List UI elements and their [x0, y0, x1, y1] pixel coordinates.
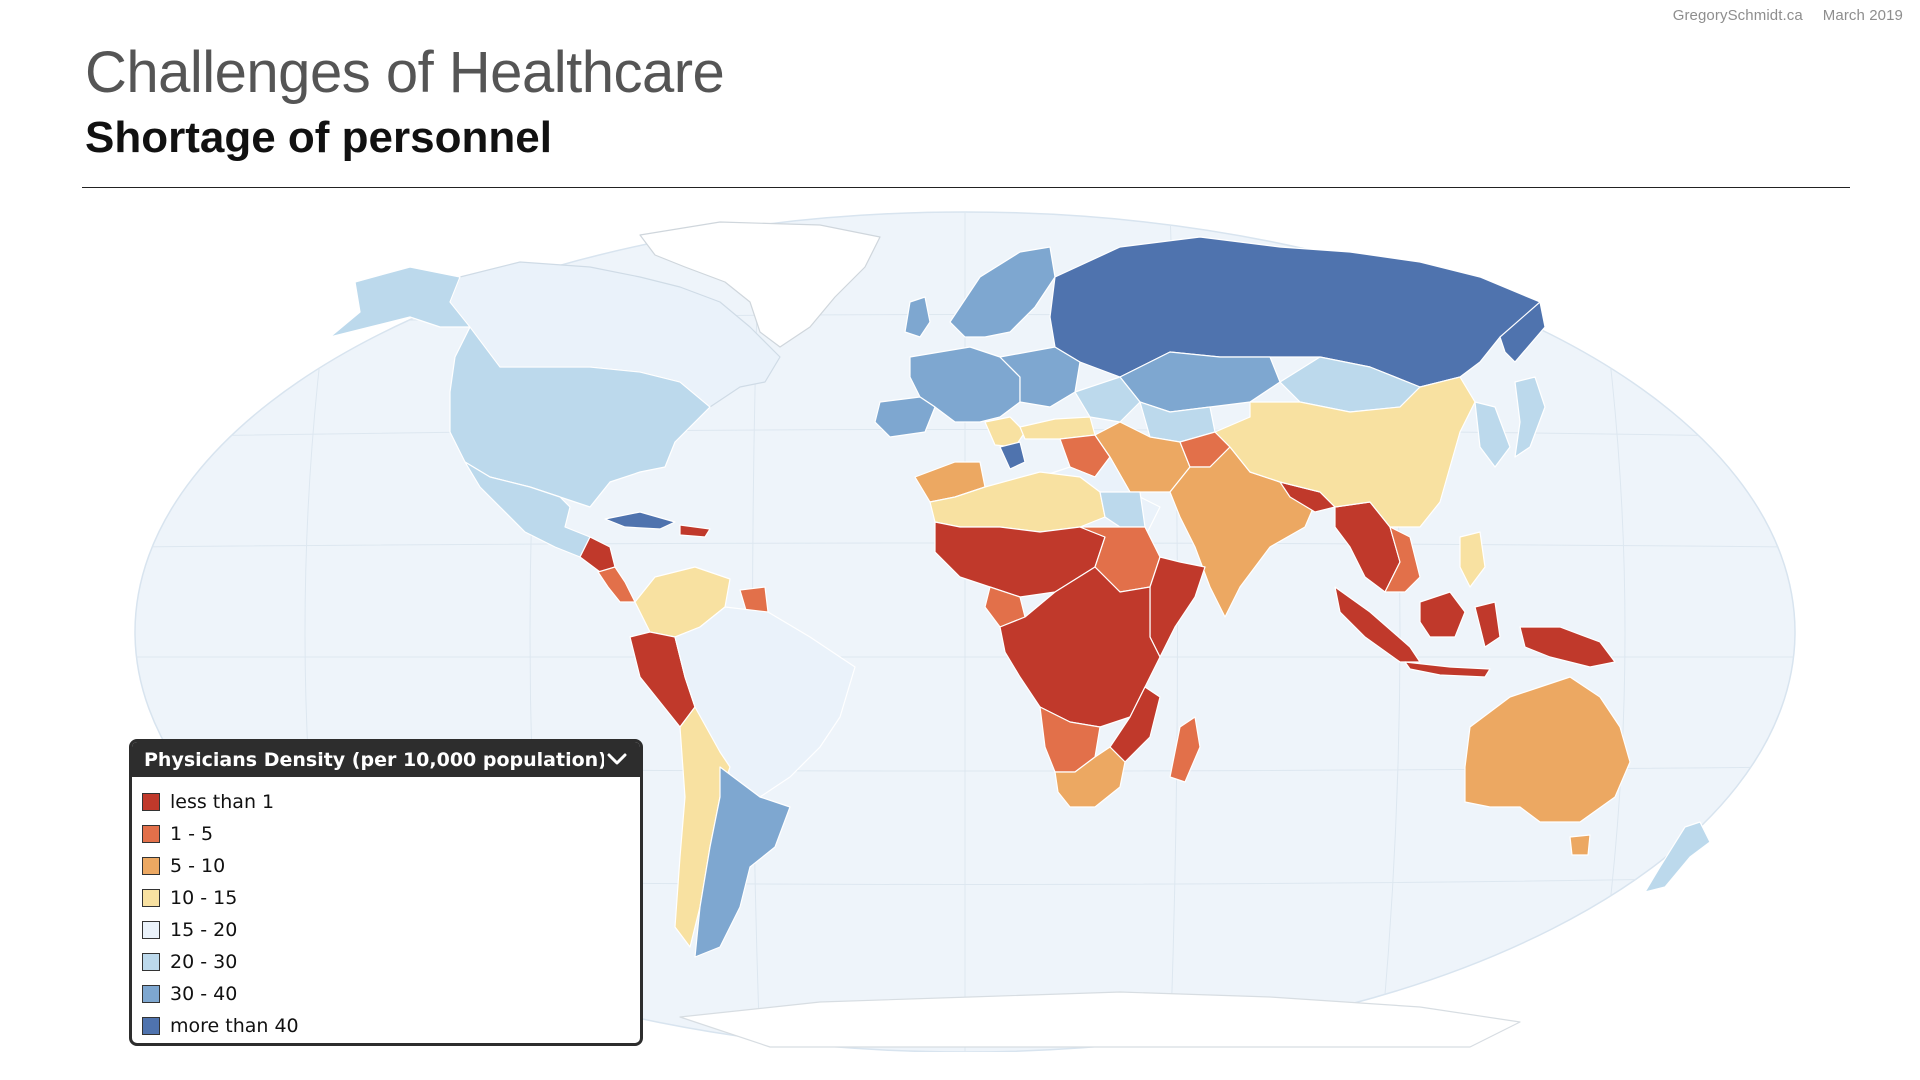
region-iberia[interactable] [874, 396, 936, 438]
legend-swatch [142, 921, 160, 939]
region-tasmania[interactable] [1569, 834, 1591, 856]
region-argentina[interactable] [694, 766, 791, 958]
slide-title: Challenges of Healthcare [85, 40, 725, 105]
legend-item: 20 - 30 [142, 946, 640, 978]
region-java[interactable] [1404, 661, 1491, 678]
legend-header: Physicians Density (per 10,000 populatio… [132, 742, 640, 777]
legend-item: 5 - 10 [142, 850, 640, 882]
region-usa[interactable] [449, 326, 711, 508]
legend-label: 30 - 40 [170, 983, 238, 1005]
map-legend: Physicians Density (per 10,000 populatio… [129, 739, 643, 1046]
legend-swatch [142, 889, 160, 907]
region-new-zealand[interactable] [1644, 821, 1711, 893]
legend-item: 1 - 5 [142, 818, 640, 850]
legend-swatch [142, 1017, 160, 1035]
region-southern-africa[interactable] [1054, 746, 1126, 808]
region-balkans[interactable] [984, 416, 1026, 448]
region-kamchatka[interactable] [1499, 301, 1546, 363]
legend-swatch [142, 985, 160, 1003]
legend-label: 20 - 30 [170, 951, 238, 973]
legend-label: 1 - 5 [170, 823, 214, 845]
region-vietnam[interactable] [1384, 526, 1421, 593]
legend-label: 15 - 20 [170, 919, 238, 941]
region-png[interactable] [1519, 626, 1616, 668]
region-china[interactable] [1214, 376, 1476, 528]
region-india[interactable] [1169, 446, 1321, 618]
region-uk[interactable] [904, 296, 931, 338]
region-alaska[interactable] [329, 266, 471, 338]
region-sulawesi[interactable] [1474, 601, 1501, 648]
slide-meta: GregorySchmidt.ca March 2019 [1673, 7, 1903, 24]
chevron-down-icon[interactable] [604, 746, 630, 772]
region-australia[interactable] [1464, 676, 1631, 823]
region-korea-japan[interactable] [1474, 401, 1511, 468]
region-central-africa[interactable] [999, 566, 1161, 728]
region-borneo[interactable] [1419, 591, 1466, 638]
region-greenland[interactable] [639, 221, 881, 348]
legend-swatch [142, 953, 160, 971]
legend-label: more than 40 [170, 1015, 299, 1037]
region-philippines[interactable] [1459, 531, 1486, 588]
legend-title: Physicians Density (per 10,000 populatio… [144, 748, 604, 771]
region-madagascar[interactable] [1169, 716, 1201, 783]
region-scandinavia[interactable] [949, 246, 1056, 338]
legend-swatch [142, 825, 160, 843]
region-japan[interactable] [1514, 376, 1546, 458]
slide-subtitle: Shortage of personnel [85, 113, 552, 162]
legend-label: less than 1 [170, 791, 275, 813]
legend-item: more than 40 [142, 1010, 640, 1042]
region-greece[interactable] [999, 441, 1026, 470]
legend-items: less than 1 1 - 5 5 - 10 10 - 15 15 - 20 20 -… [132, 777, 640, 1042]
region-cuba[interactable] [604, 511, 676, 530]
legend-item: 30 - 40 [142, 978, 640, 1010]
legend-label: 10 - 15 [170, 887, 238, 909]
source-label: GregorySchmidt.ca [1672, 7, 1803, 24]
region-antarctica[interactable] [679, 991, 1521, 1048]
legend-item: 15 - 20 [142, 914, 640, 946]
date-label: March 2019 [1822, 7, 1903, 24]
legend-item: less than 1 [142, 786, 640, 818]
legend-swatch [142, 793, 160, 811]
legend-item: 10 - 15 [142, 882, 640, 914]
region-central-america[interactable] [579, 536, 616, 573]
region-caucasus[interactable] [1074, 376, 1141, 423]
legend-label: 5 - 10 [170, 855, 226, 877]
legend-swatch [142, 857, 160, 875]
region-caribbean[interactable] [679, 524, 711, 538]
title-divider [82, 187, 1850, 188]
